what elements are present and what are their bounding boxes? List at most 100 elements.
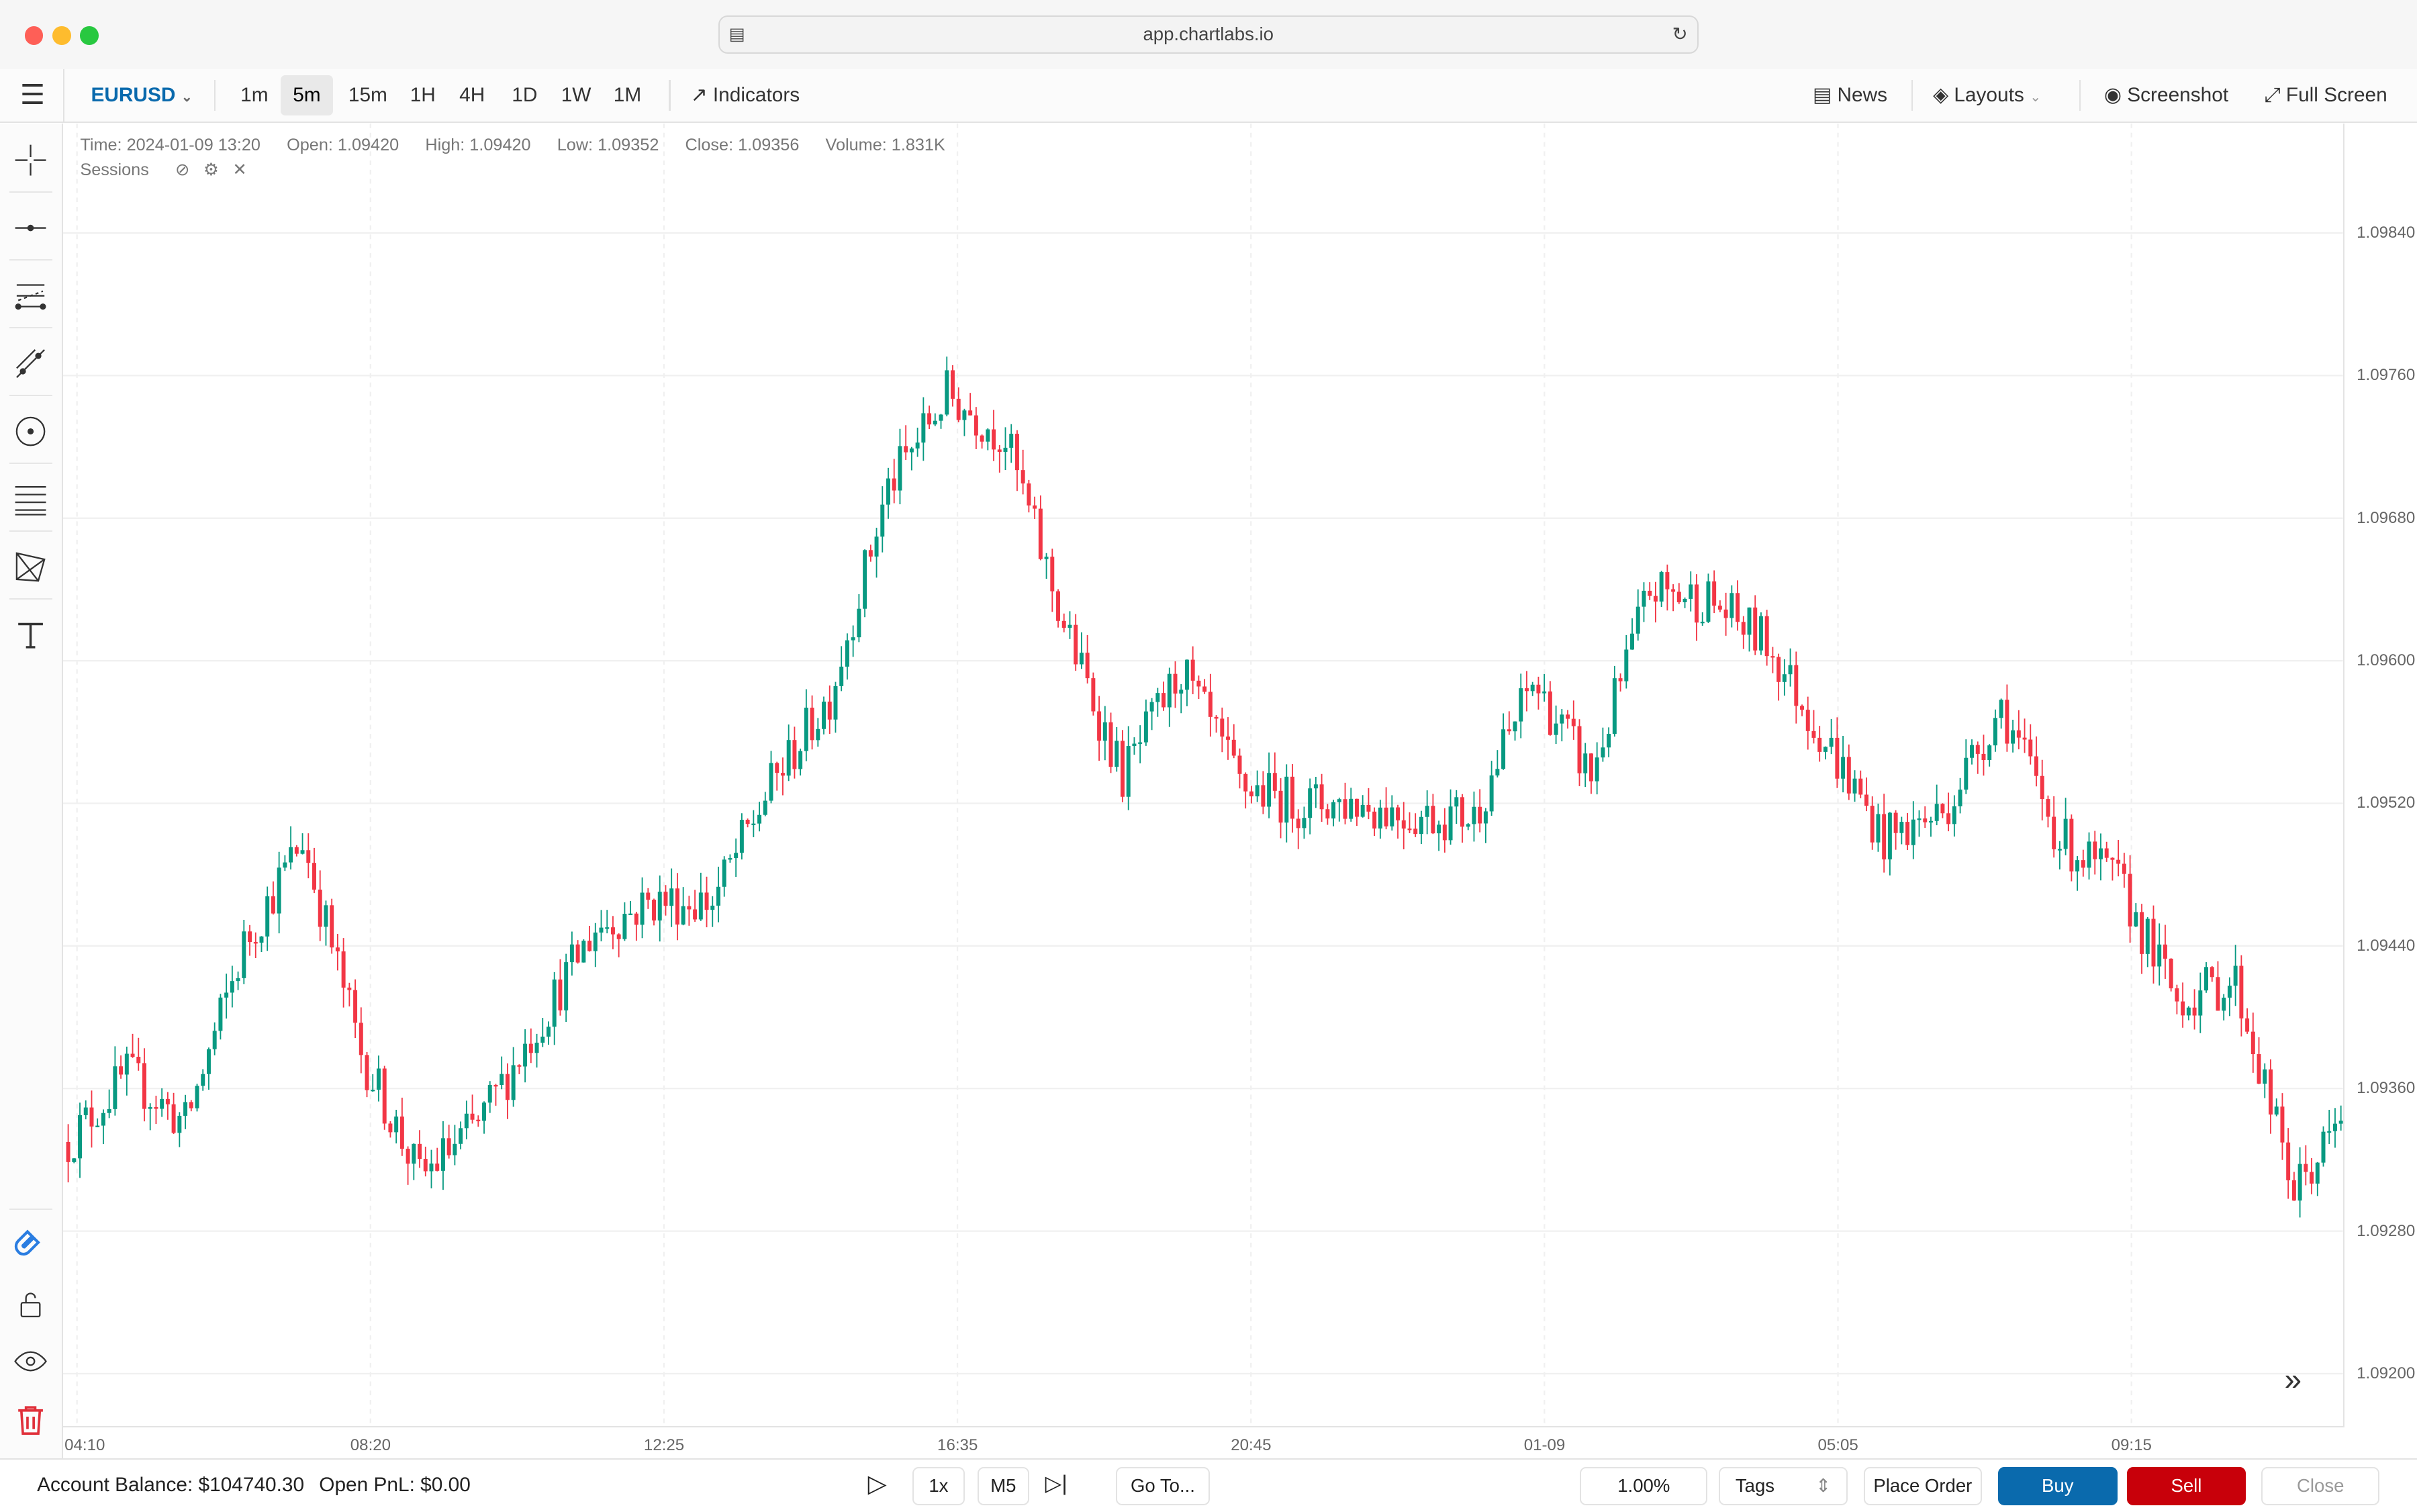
candle-up <box>265 896 270 937</box>
candle-down <box>1061 620 1066 628</box>
candle-up <box>804 707 808 751</box>
magnet-icon[interactable] <box>12 1224 49 1261</box>
chevron-down-icon: ⌄ <box>2030 89 2042 105</box>
candle-down <box>2016 730 2021 738</box>
candle-up <box>377 1068 381 1090</box>
scroll-to-latest-icon[interactable]: » <box>2284 1362 2302 1397</box>
close-window-button[interactable] <box>24 26 44 45</box>
candle-down <box>2257 1053 2261 1084</box>
time-axis[interactable]: 04:10 08:20 12:25 16:35 20:45 01-09 05:05 09:15 <box>63 1425 2343 1460</box>
go-to-button[interactable]: Go To... <box>1116 1467 1210 1506</box>
candle-up <box>863 549 867 609</box>
candle-up <box>2075 859 2080 871</box>
candle-down <box>1723 609 1728 618</box>
text-icon[interactable] <box>12 616 49 653</box>
candle-down <box>892 478 896 491</box>
candle-up <box>1689 584 1693 599</box>
timeframe-15m[interactable]: 15m <box>348 84 387 107</box>
candle-up <box>1267 772 1272 807</box>
maximize-window-button[interactable] <box>80 26 99 45</box>
replay-interval-button[interactable]: M5 <box>977 1467 1030 1506</box>
crosshair-icon[interactable] <box>12 142 49 179</box>
timeframe-5m[interactable]: 5m <box>280 75 333 116</box>
candle-up <box>710 905 715 910</box>
close-icon[interactable]: ✕ <box>232 160 247 179</box>
timeframe-1w[interactable]: 1W <box>561 84 591 107</box>
candle-up <box>2099 848 2103 859</box>
candle-down <box>810 707 814 741</box>
candle-up <box>207 1049 211 1074</box>
place-order-button[interactable]: Place Order <box>1863 1467 1982 1506</box>
news-button[interactable]: ▤ News <box>1812 84 1888 107</box>
candle-down <box>2122 863 2126 874</box>
candle-up <box>1284 776 1289 822</box>
candle-up <box>1419 816 1424 834</box>
eye-icon[interactable] <box>12 1343 49 1380</box>
candle-up <box>1993 717 1998 745</box>
candle-down <box>2239 965 2244 1019</box>
pattern-icon[interactable] <box>12 549 49 585</box>
lock-icon[interactable] <box>12 1286 49 1323</box>
risk-percent-input[interactable]: 1.00% <box>1580 1467 1708 1506</box>
candle-up <box>453 1143 457 1155</box>
candle-up <box>1513 721 1517 731</box>
reload-icon[interactable]: ↻ <box>1672 23 1688 44</box>
candle-up <box>669 888 674 906</box>
speed-button[interactable]: 1x <box>912 1467 965 1506</box>
price-chart[interactable] <box>63 123 2343 1426</box>
candle-up <box>1437 824 1441 833</box>
candle-down <box>1776 657 1781 682</box>
fibonacci-icon[interactable] <box>12 481 49 518</box>
buy-button[interactable]: Buy <box>1997 1467 2118 1506</box>
candle-down <box>2181 1001 2185 1016</box>
address-bar[interactable]: ▤ app.chartlabs.io ↻ <box>718 15 1699 54</box>
timeframe-1m-month[interactable]: 1M <box>613 84 642 107</box>
time-label: 20:45 <box>1231 1436 1272 1455</box>
candle-up <box>1080 652 1084 665</box>
step-forward-icon[interactable]: ▷| <box>1045 1471 1068 1495</box>
candle-down <box>1296 818 1300 829</box>
menu-icon[interactable]: ☰ <box>19 79 45 111</box>
candle-down <box>1525 688 1529 692</box>
symbol-selector[interactable]: EURUSD ⌄ <box>91 84 193 107</box>
candle-up <box>534 1042 539 1053</box>
screenshot-button[interactable]: ◉ Screenshot <box>2103 84 2229 107</box>
eye-off-icon[interactable]: ⊘ <box>175 160 190 179</box>
candle-up <box>728 857 732 860</box>
channel-icon[interactable] <box>12 277 49 314</box>
candle-down <box>1431 805 1435 833</box>
candle-down <box>1864 794 1869 806</box>
time-label: 09:15 <box>2111 1436 2152 1455</box>
price-label: 1.09760 <box>2357 366 2416 385</box>
close-position-button[interactable]: Close <box>2261 1467 2380 1506</box>
circle-icon[interactable] <box>12 413 49 450</box>
legend-low: Low: 1.09352 <box>557 136 659 155</box>
timeframe-1h[interactable]: 1H <box>410 84 436 107</box>
candle-up <box>2063 818 2068 849</box>
trend-line-icon[interactable] <box>12 345 49 382</box>
horizontal-line-icon[interactable] <box>12 209 49 246</box>
trash-icon[interactable] <box>12 1401 49 1438</box>
indicators-button[interactable]: ↗ Indicators <box>690 84 800 107</box>
play-icon[interactable]: ▷ <box>867 1469 887 1497</box>
candle-up <box>78 1115 83 1158</box>
candle-up <box>277 867 281 914</box>
candle-up <box>1788 665 1793 674</box>
tags-select[interactable]: Tags ⇕ <box>1718 1467 1848 1506</box>
candle-up <box>2058 849 2063 851</box>
settings-icon[interactable]: ⚙ <box>203 160 219 179</box>
candle-down <box>2034 756 2039 776</box>
candle-up <box>2204 966 2209 990</box>
timeframe-1m[interactable]: 1m <box>240 84 269 107</box>
price-axis[interactable]: 1.09840 1.09760 1.09680 1.09600 1.09520 1.094… <box>2342 123 2417 1428</box>
timeframe-4h[interactable]: 4H <box>459 84 485 107</box>
fullscreen-button[interactable]: ⤢ Full Screen <box>2264 84 2387 107</box>
candle-up <box>1360 804 1365 817</box>
minimize-window-button[interactable] <box>52 26 71 45</box>
layouts-button[interactable]: ◈ Layouts ⌄ <box>1933 84 2042 107</box>
timeframe-1d[interactable]: 1D <box>512 84 538 107</box>
candle-up <box>1888 812 1893 859</box>
candle-up <box>236 978 240 981</box>
sell-button[interactable]: Sell <box>2127 1467 2246 1506</box>
candle-up <box>1144 711 1148 743</box>
